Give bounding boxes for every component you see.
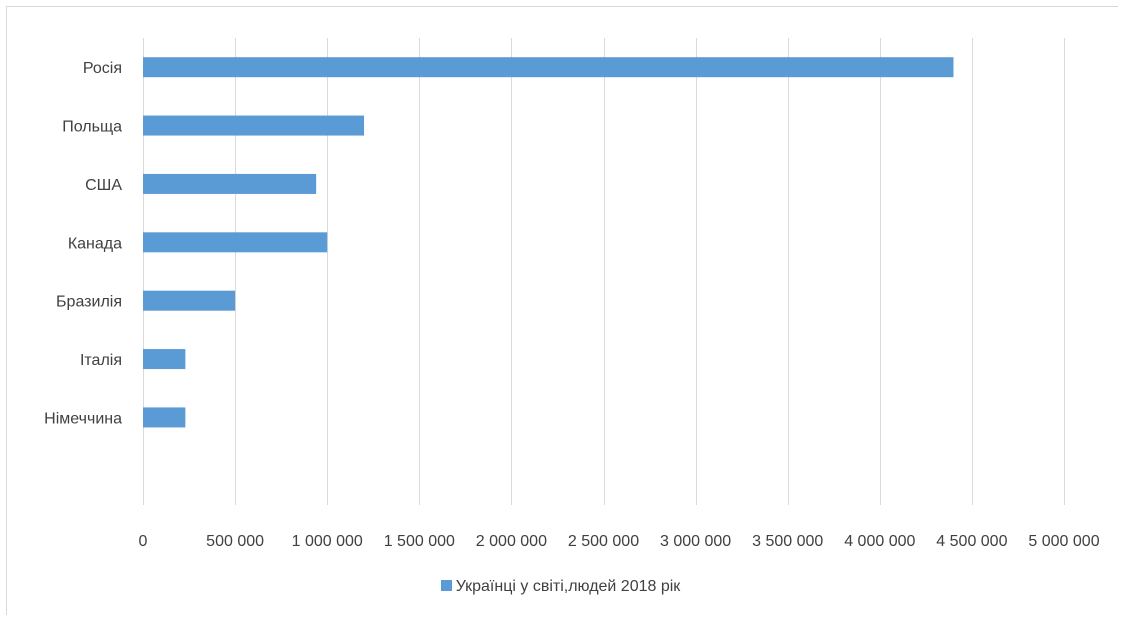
chart-frame [6,6,1118,615]
bar [143,57,954,78]
category-label: Італія [80,352,122,369]
category-label: Німеччина [44,410,122,427]
x-tick-label: 2 000 000 [476,533,547,550]
x-tick-label: 3 000 000 [660,533,731,550]
x-tick-label: 4 500 000 [936,533,1007,550]
legend-label: Українці у світі,людей 2018 рік [455,578,681,595]
x-tick-label: 0 [139,533,148,550]
bar [143,232,328,253]
x-tick-label: 500 000 [206,533,264,550]
bar [143,115,365,136]
x-tick-label: 2 500 000 [568,533,639,550]
x-tick-label: 4 000 000 [844,533,915,550]
bar [143,173,317,194]
x-tick-label: 3 500 000 [752,533,823,550]
x-tick-label: 1 000 000 [292,533,363,550]
category-label: США [85,177,122,194]
category-label: Росія [83,60,122,77]
bar [143,407,186,428]
legend: Українці у світі,людей 2018 рік [0,578,1121,596]
x-tick-label: 5 000 000 [1028,533,1099,550]
bar [143,349,186,370]
category-label: Польща [62,119,122,136]
x-tick-label: 1 500 000 [384,533,455,550]
category-label: Канада [68,235,122,252]
bar [143,290,236,311]
category-label: Бразилія [56,294,122,311]
legend-swatch [440,580,452,591]
